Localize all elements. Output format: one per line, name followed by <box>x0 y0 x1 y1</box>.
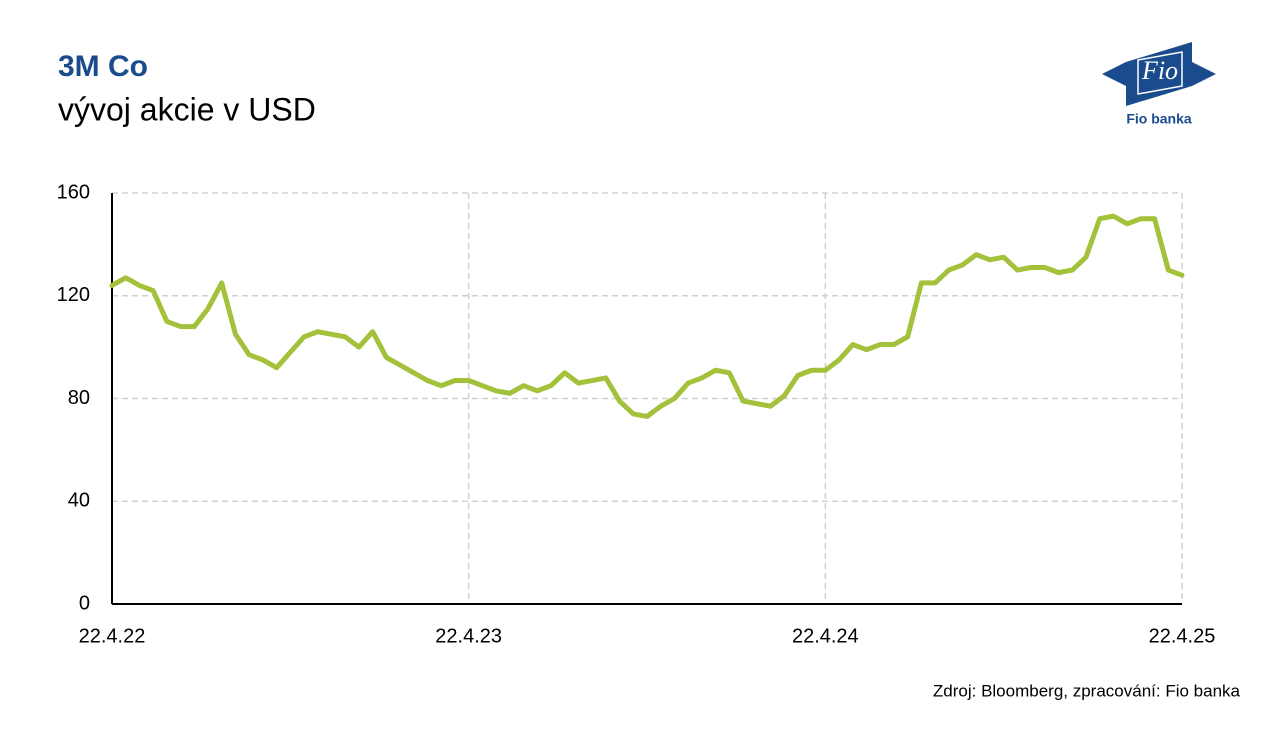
y-tick-label: 0 <box>79 592 90 614</box>
logo: Fio Fio banka <box>1102 42 1216 127</box>
logo-caption: Fio banka <box>1126 111 1192 127</box>
logo-shape <box>1192 62 1216 86</box>
logo-text: Fio <box>1141 56 1178 85</box>
y-tick-label: 160 <box>57 181 90 203</box>
y-tick-label: 120 <box>57 284 90 306</box>
chart-title: 3M Co <box>58 50 148 83</box>
x-tick-label: 22.4.25 <box>1149 625 1216 647</box>
logo-shape <box>1137 51 1183 95</box>
x-tick-label: 22.4.22 <box>79 625 146 647</box>
logo-shape <box>1102 62 1126 86</box>
data-line <box>109 213 1185 419</box>
x-tick-label: 22.4.24 <box>792 625 859 647</box>
chart-subtitle: vývoj akcie v USD <box>58 91 316 127</box>
source-note: Zdroj: Bloomberg, zpracování: Fio banka <box>933 681 1241 700</box>
x-tick-label: 22.4.23 <box>435 625 502 647</box>
y-tick-label: 40 <box>68 490 90 512</box>
y-tick-label: 80 <box>68 387 90 409</box>
logo-shape <box>1126 42 1192 106</box>
